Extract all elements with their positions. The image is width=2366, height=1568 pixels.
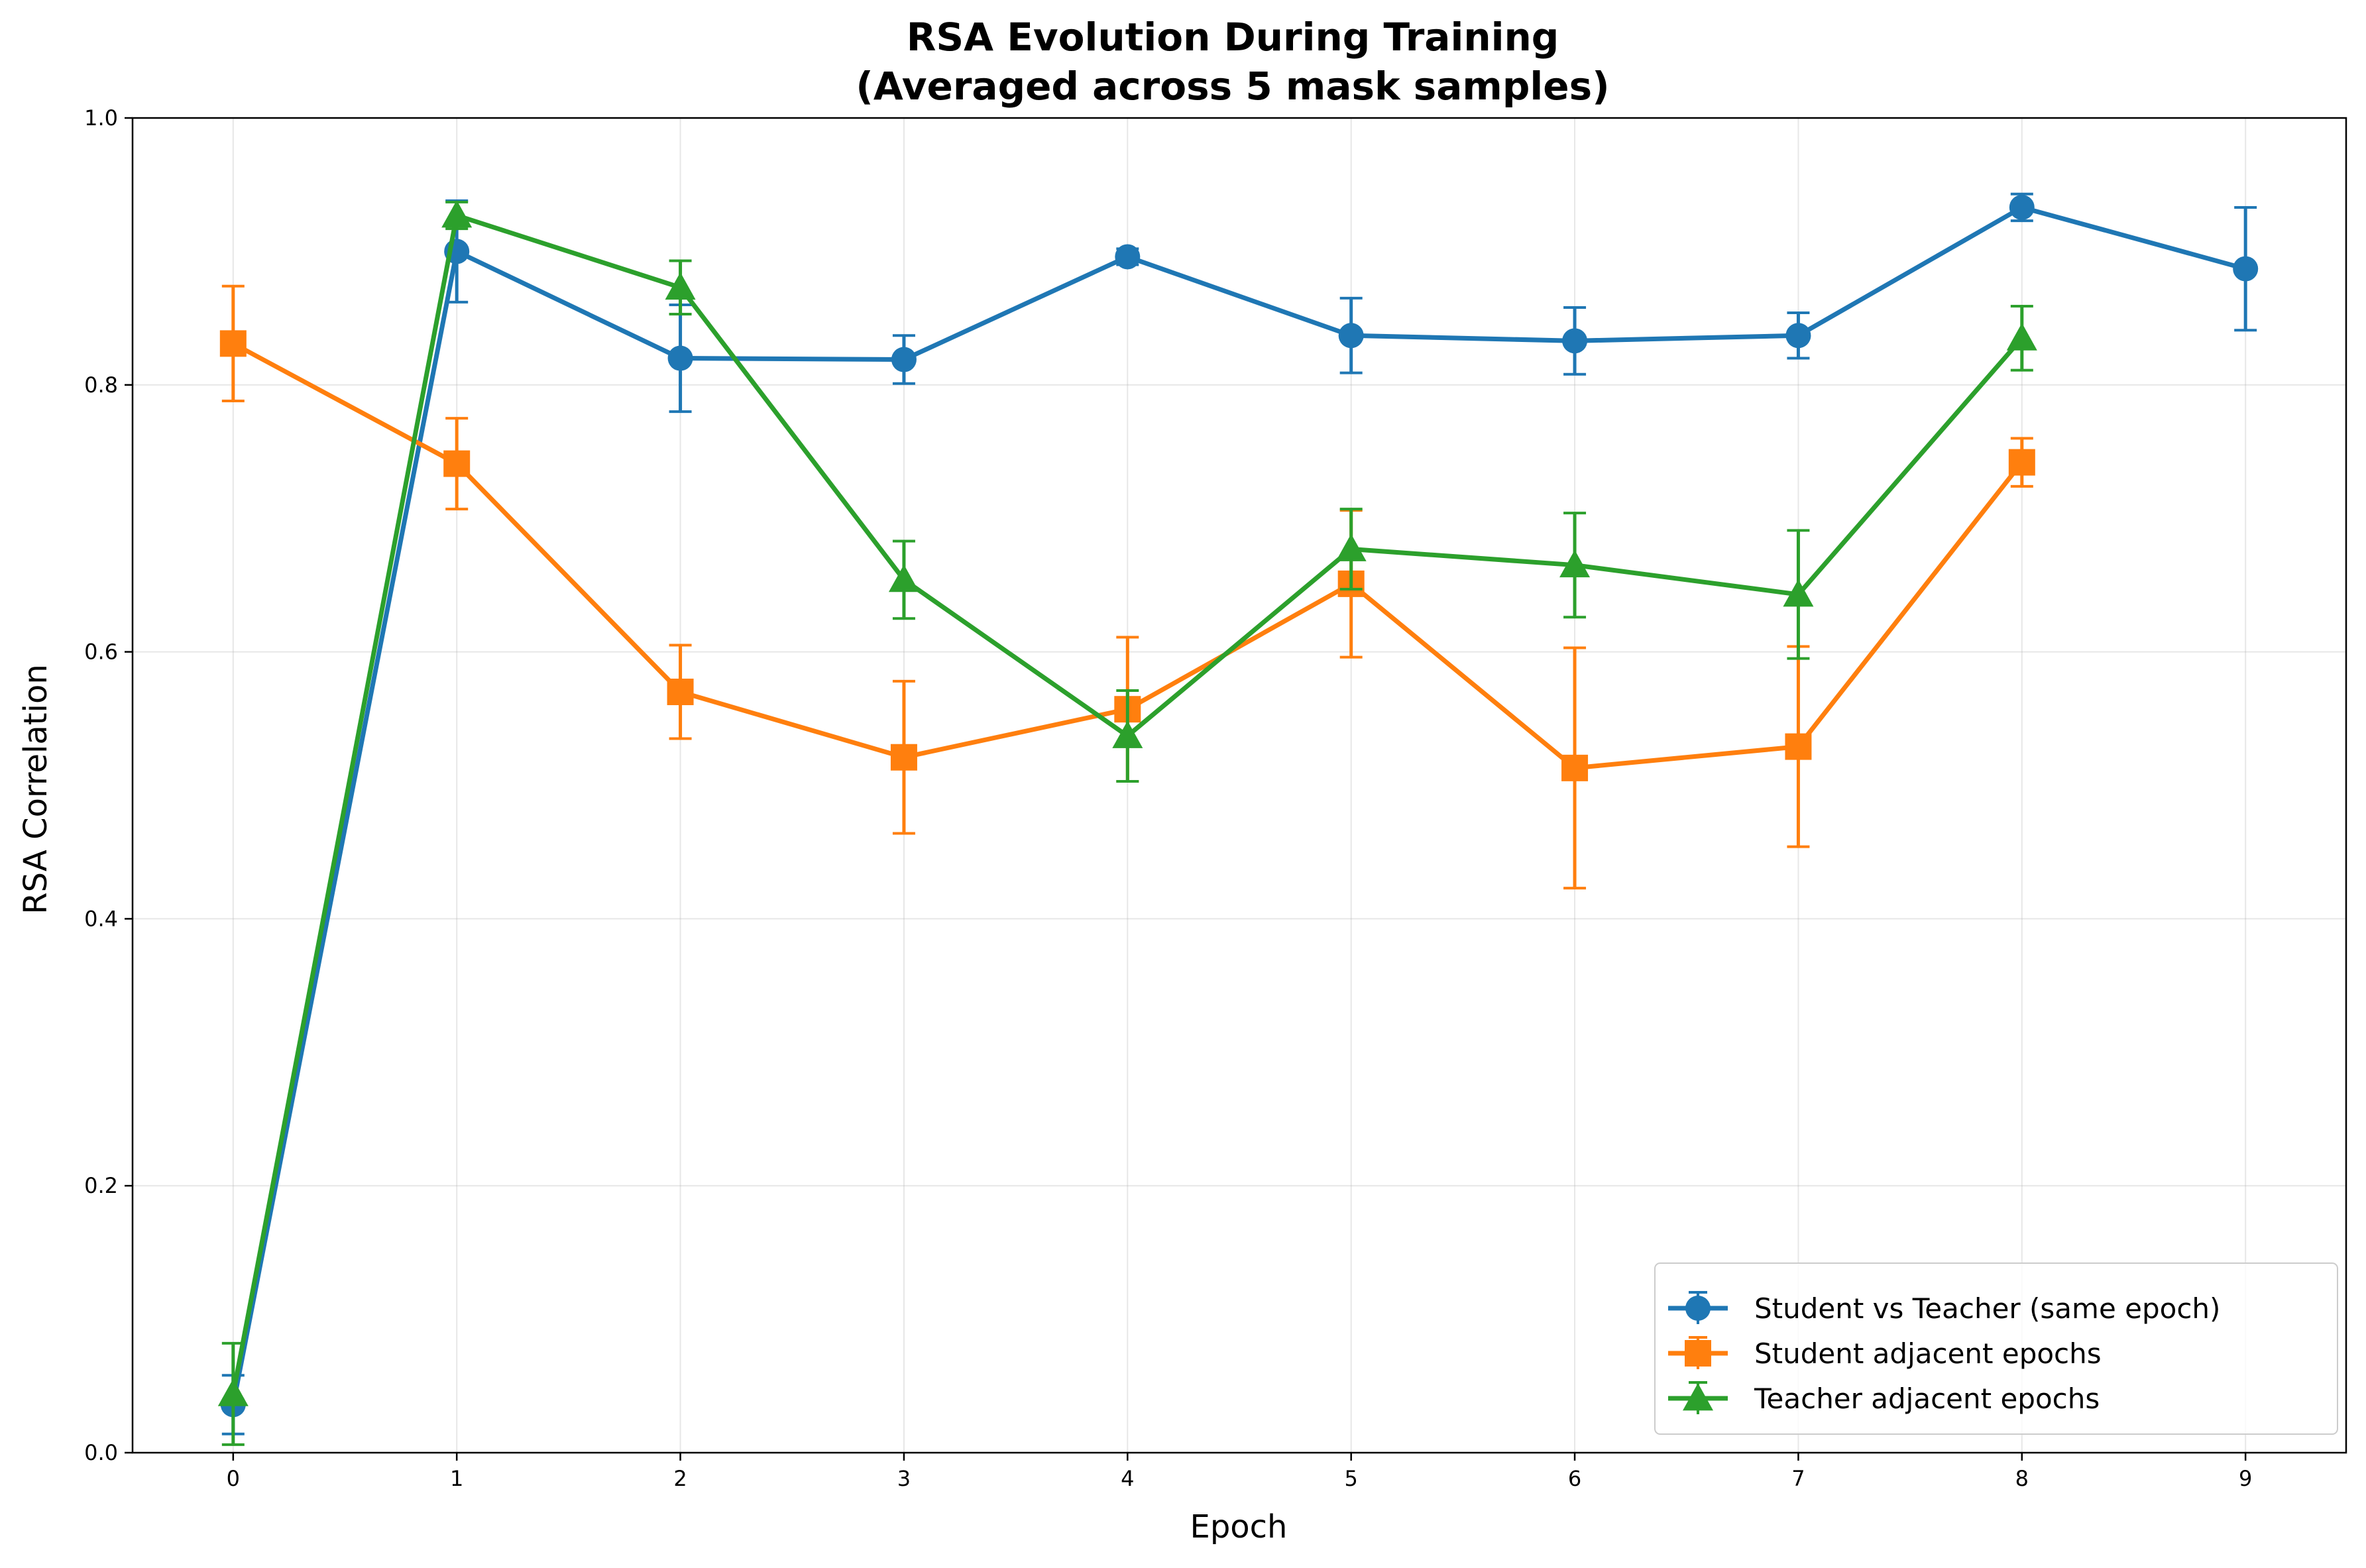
x-tick-label: 4	[1121, 1466, 1134, 1491]
data-point	[1335, 533, 1367, 561]
data-point	[890, 744, 917, 771]
legend-marker	[1685, 1340, 1711, 1367]
data-point	[665, 272, 696, 300]
data-point	[2009, 194, 2035, 220]
data-point	[891, 347, 917, 372]
x-tick-label: 7	[1791, 1466, 1805, 1491]
x-tick-label: 6	[1568, 1466, 1581, 1491]
chart-title-line-1: RSA Evolution During Training	[907, 15, 1559, 60]
data-point	[2006, 323, 2037, 351]
legend-box	[1654, 1262, 2338, 1435]
y-axis-label: RSA Correlation	[17, 664, 54, 914]
legend: Student vs Teacher (same epoch) Student a…	[1654, 1262, 2338, 1435]
legend-label: Student vs Teacher (same epoch)	[1754, 1292, 2220, 1325]
data-point	[667, 345, 693, 371]
y-tick-label: 1.0	[84, 105, 118, 131]
data-point	[441, 200, 473, 228]
y-tick-label: 0.6	[84, 640, 118, 665]
series-triangle	[217, 200, 2037, 1446]
data-point	[1115, 244, 1141, 270]
data-point	[1112, 720, 1143, 748]
data-point	[1783, 579, 1814, 607]
legend-marker	[1683, 1383, 1713, 1411]
x-tick-label: 2	[673, 1466, 687, 1491]
data-point	[443, 450, 471, 477]
x-tick-label: 1	[450, 1466, 463, 1491]
y-tick-label: 0.4	[84, 906, 118, 931]
data-point	[1338, 323, 1364, 349]
data-point	[1785, 323, 1811, 349]
x-tick-label: 3	[897, 1466, 911, 1491]
x-tick-label: 9	[2239, 1466, 2252, 1491]
data-point	[1559, 549, 1591, 578]
data-point	[219, 330, 247, 357]
data-point	[2233, 256, 2259, 282]
legend-marker	[1685, 1296, 1711, 1321]
data-point	[1785, 733, 1812, 760]
data-point	[667, 679, 694, 706]
series-line	[231, 205, 2247, 1406]
chart-title-line-2: (Averaged across 5 mask samples)	[856, 64, 1609, 109]
data-point	[1562, 328, 1588, 354]
x-tick-label: 8	[2015, 1466, 2029, 1491]
y-tick-label: 0.0	[84, 1440, 118, 1465]
legend-label: Student adjacent epochs	[1754, 1337, 2102, 1370]
x-tick-label: 0	[227, 1466, 240, 1491]
series-circle	[220, 192, 2259, 1435]
series-layer	[217, 192, 2259, 1446]
data-point	[1561, 754, 1589, 781]
x-axis-label: Epoch	[1190, 1508, 1288, 1545]
y-tick-label: 0.8	[84, 372, 118, 398]
y-tick-label: 0.2	[84, 1173, 118, 1198]
x-tick-label: 5	[1345, 1466, 1358, 1491]
plot-frame	[131, 117, 2347, 1454]
data-point	[888, 564, 919, 592]
legend-label: Teacher adjacent epochs	[1754, 1382, 2100, 1415]
data-point	[2008, 449, 2035, 476]
axes: 0 1 2 3 4 5 6 7 8 9 0.0 0.2 0.4 0.6 0.8 1.0	[84, 105, 2347, 1491]
data-point	[217, 1378, 249, 1406]
